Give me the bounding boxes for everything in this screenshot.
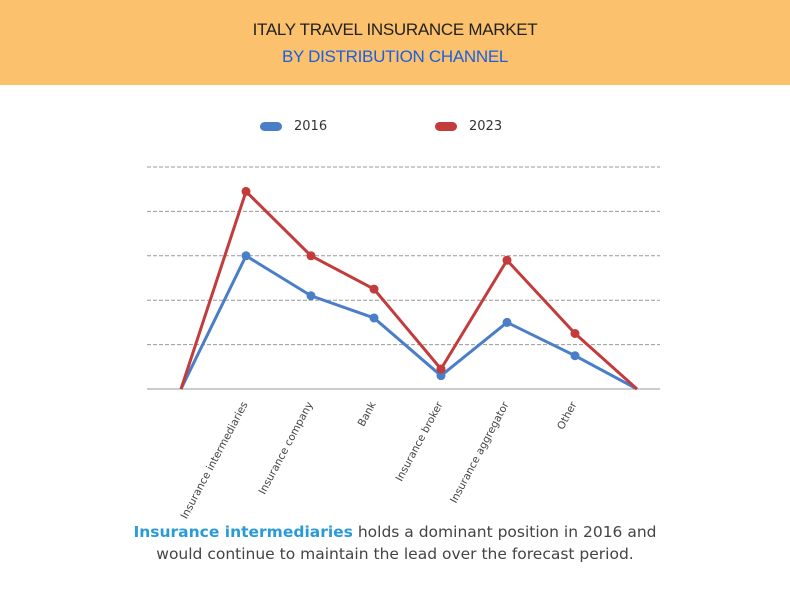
data-point-2023 [436, 364, 446, 374]
caption-line1: holds a dominant position in 2016 and [352, 523, 657, 541]
x-axis-label: Bank [356, 399, 379, 429]
x-axis-label: Insurance aggregator [448, 399, 512, 505]
series-lines [179, 186, 639, 391]
chart-subtitle: BY DISTRIBUTION CHANNEL [281, 47, 509, 66]
x-axis-label: Other [555, 399, 580, 432]
x-axis-labels: Insurance intermediaries Insurance compan… [179, 399, 580, 521]
legend-swatch-2016 [260, 122, 282, 131]
x-axis-label: Insurance intermediaries [179, 400, 251, 521]
data-point-2016 [570, 351, 580, 361]
legend-label-2016: 2016 [294, 119, 328, 134]
data-point-2023 [306, 251, 316, 261]
caption-highlight: Insurance intermediaries [133, 523, 353, 541]
legend-swatch-2023 [435, 122, 457, 131]
chart-title: ITALY TRAVEL INSURANCE MARKET [252, 20, 538, 39]
series-line-2016 [179, 254, 638, 391]
gridlines [147, 166, 660, 390]
x-axis-label: Insurance company [257, 400, 316, 497]
data-point-2016 [436, 371, 446, 381]
chart-caption: Insurance intermediaries holds a dominan… [0, 521, 790, 565]
data-point-2023 [369, 284, 379, 294]
x-axis-label: Insurance broker [393, 399, 445, 483]
series-line-2023 [179, 189, 639, 391]
data-point-2016 [369, 313, 379, 323]
caption-line2: would continue to maintain the lead over… [156, 545, 634, 563]
data-point-2016 [306, 291, 316, 301]
chart-header: ITALY TRAVEL INSURANCE MARKET BY DISTRIB… [0, 0, 790, 85]
data-point-2023 [502, 255, 512, 265]
data-point-2023 [570, 329, 580, 338]
data-point-2023 [241, 186, 251, 196]
legend-item-2016: 2016 [260, 119, 327, 134]
legend-item-2023: 2023 [435, 119, 502, 134]
legend-label-2023: 2023 [469, 119, 503, 134]
data-point-2016 [502, 317, 512, 327]
data-point-2016 [241, 251, 251, 261]
